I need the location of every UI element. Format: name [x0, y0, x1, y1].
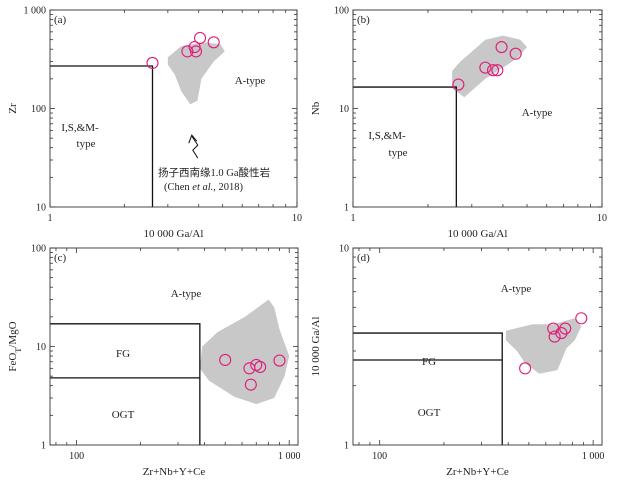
data-field-region — [199, 299, 290, 405]
discrimination-boundary-outer — [353, 332, 503, 445]
data-point — [575, 312, 588, 325]
annotation-line-1: 扬子西南缘1.0 Ga酸性岩 — [158, 166, 270, 179]
y-axis-label: Nb — [310, 101, 322, 115]
discrimination-boundary — [50, 65, 154, 207]
panel-label: (b) — [357, 14, 370, 26]
x-tick-label: 1 000 — [582, 451, 605, 462]
y-tick-label: 100 — [334, 6, 349, 17]
y-tick-label: 1 — [344, 203, 349, 214]
y-axis-label: FeOT/MgO — [7, 321, 23, 371]
y-axis-label: 10 000 Ga/Al — [310, 317, 322, 377]
data-point — [452, 78, 465, 91]
data-point — [486, 64, 500, 77]
x-axis-label: 10 000 Ga/Al — [448, 228, 508, 240]
data-point — [207, 36, 220, 49]
data-point — [193, 31, 207, 45]
data-point — [254, 360, 267, 373]
data-point — [219, 353, 232, 367]
x-tick-label: 100 — [372, 451, 387, 462]
chart-panel-4: 100 1 000 1 10 Zr+Nb+Y+Ce 10 000 Ga/Al (d) A-ty… — [310, 244, 604, 479]
data-point — [559, 322, 572, 335]
chart-panel-2: 1 10 1 10 100 10 000 Ga/Al Nb (b) A-type I,S,&M-t… — [310, 6, 607, 241]
field-label: I,S,&M- — [61, 122, 99, 134]
y-tick-label: 100 — [31, 104, 46, 115]
x-tick-label: 10 — [292, 213, 302, 224]
data-point — [555, 327, 568, 340]
field-label: type — [389, 147, 408, 159]
annotation-arrow — [191, 135, 199, 159]
y-tick-label: 1 — [41, 441, 46, 452]
data-point — [273, 354, 286, 367]
data-point — [189, 45, 203, 58]
y-tick-label: 100 — [31, 244, 46, 255]
data-point — [146, 56, 159, 70]
data-point — [491, 64, 504, 77]
chart-panel-3: 100 1 000 1 10 100 Zr+Nb+Y+Ce FeOT/MgO (c) A-typ… — [7, 244, 300, 479]
x-axis-label: 10 000 Ga/Al — [144, 228, 204, 240]
data-field-region — [167, 42, 225, 105]
data-point — [548, 330, 561, 343]
y-tick-label: 1 — [344, 441, 349, 452]
field-label: FG — [422, 356, 436, 368]
y-tick-label: 10 — [36, 203, 46, 214]
x-tick-label: 100 — [69, 451, 84, 462]
data-field-region — [505, 318, 582, 374]
y-axis-label: Zr — [7, 103, 19, 114]
discrimination-boundary-outer — [50, 323, 201, 445]
field-label: A-type — [235, 75, 266, 87]
field-label: OGT — [112, 409, 135, 421]
x-tick-label: 1 — [48, 213, 53, 224]
plot-frame — [352, 247, 603, 446]
x-axis-label: Zr+Nb+Y+Ce — [446, 466, 509, 478]
x-tick-label: 10 — [597, 213, 607, 224]
data-point — [479, 61, 492, 74]
panel-label: (c) — [54, 252, 67, 264]
field-label: type — [77, 138, 96, 150]
x-tick-label: 1 — [351, 213, 356, 224]
field-label: A-type — [171, 288, 202, 300]
data-point — [519, 362, 532, 375]
data-point — [244, 378, 257, 391]
panel-label: (d) — [357, 252, 370, 264]
data-point — [495, 41, 508, 54]
data-point — [181, 45, 194, 58]
y-tick-label: 10 — [36, 342, 46, 353]
annotation-line-2: (Chen et al., 2018) — [164, 182, 244, 193]
field-label: FG — [116, 348, 130, 360]
field-label: OGT — [418, 407, 441, 419]
field-label: A-type — [501, 283, 532, 295]
panel-label: (a) — [54, 14, 67, 26]
plot-frame — [352, 9, 603, 208]
y-tick-label: 1 000 — [24, 6, 47, 17]
data-point — [509, 47, 522, 60]
annotation-arrow-head — [188, 134, 198, 144]
y-tick-label: 10 — [339, 244, 349, 255]
field-label: A-type — [522, 107, 553, 119]
field-label: I,S,&M- — [368, 130, 406, 142]
discrimination-boundary — [353, 86, 457, 207]
x-tick-label: 1 000 — [278, 451, 301, 462]
x-axis-label: Zr+Nb+Y+Ce — [143, 466, 206, 478]
y-tick-label: 10 — [339, 104, 349, 115]
